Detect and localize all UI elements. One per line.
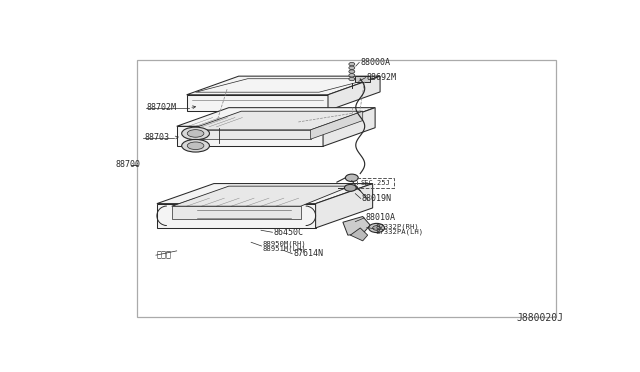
Text: J880020J: J880020J xyxy=(516,313,564,323)
Text: 88951M(LH): 88951M(LH) xyxy=(262,246,307,252)
Polygon shape xyxy=(328,76,380,110)
Text: 88702M: 88702M xyxy=(147,103,177,112)
Circle shape xyxy=(344,185,356,191)
Polygon shape xyxy=(310,111,363,139)
Text: 87332P(RH): 87332P(RH) xyxy=(375,223,419,230)
Circle shape xyxy=(369,223,385,232)
Text: 88019N: 88019N xyxy=(362,194,392,203)
Ellipse shape xyxy=(188,130,204,137)
Polygon shape xyxy=(350,228,368,241)
Ellipse shape xyxy=(188,142,204,150)
Circle shape xyxy=(346,174,358,182)
Polygon shape xyxy=(187,95,328,110)
Ellipse shape xyxy=(182,127,209,140)
Polygon shape xyxy=(172,186,350,206)
Text: 88950M(RH): 88950M(RH) xyxy=(262,240,307,247)
Bar xyxy=(355,76,370,82)
Polygon shape xyxy=(177,108,375,126)
Polygon shape xyxy=(177,126,323,146)
Text: 86450C: 86450C xyxy=(273,228,303,237)
Polygon shape xyxy=(189,130,310,139)
Polygon shape xyxy=(316,183,372,228)
Text: 非壳壳: 非壳壳 xyxy=(157,251,172,260)
Polygon shape xyxy=(187,76,380,95)
Text: 88000A: 88000A xyxy=(360,58,390,67)
Ellipse shape xyxy=(182,140,209,152)
Text: 88692M: 88692M xyxy=(367,73,397,82)
Text: 87614N: 87614N xyxy=(293,249,323,258)
Polygon shape xyxy=(343,217,370,235)
Text: SEC.25J: SEC.25J xyxy=(360,180,390,186)
Circle shape xyxy=(349,70,355,73)
Polygon shape xyxy=(157,203,316,228)
Text: 87332PA(LH): 87332PA(LH) xyxy=(375,228,423,235)
Polygon shape xyxy=(323,108,375,146)
Polygon shape xyxy=(189,111,363,130)
Polygon shape xyxy=(157,183,372,203)
Circle shape xyxy=(372,226,381,230)
Circle shape xyxy=(349,77,355,81)
Bar xyxy=(137,60,556,317)
Text: 88700: 88700 xyxy=(116,160,141,169)
Polygon shape xyxy=(172,206,301,219)
Text: 88010A: 88010A xyxy=(365,214,396,222)
Text: 88703: 88703 xyxy=(145,133,170,142)
Circle shape xyxy=(349,62,355,66)
Circle shape xyxy=(349,74,355,77)
Circle shape xyxy=(349,66,355,70)
